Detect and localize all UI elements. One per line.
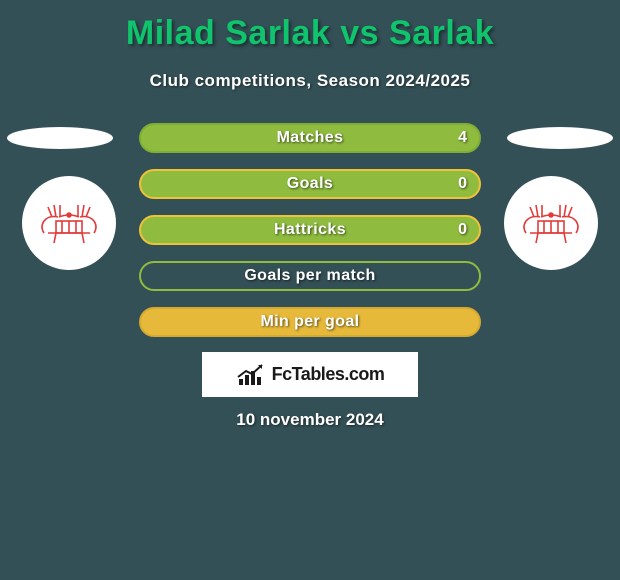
left-team-logo (22, 176, 116, 270)
date-text: 10 november 2024 (0, 410, 620, 430)
stat-label: Matches (277, 129, 344, 147)
stat-right-value: 0 (458, 221, 467, 239)
stat-row-goals-per-match: Goals per match (139, 261, 481, 291)
stat-right-value: 0 (458, 175, 467, 193)
chart-arrow-icon (236, 363, 266, 387)
team-crest-icon (34, 193, 104, 253)
branding-label: FcTables.com (272, 364, 385, 385)
branding-box[interactable]: FcTables.com (202, 352, 418, 397)
right-player-ellipse (507, 127, 613, 149)
left-player-ellipse (7, 127, 113, 149)
right-team-logo (504, 176, 598, 270)
stat-label: Goals (287, 175, 333, 193)
page-title: Milad Sarlak vs Sarlak (0, 0, 620, 53)
stat-row-matches: Matches 4 (139, 123, 481, 153)
subtitle: Club competitions, Season 2024/2025 (0, 71, 620, 91)
stat-row-hattricks: Hattricks 0 (139, 215, 481, 245)
stat-right-value: 4 (458, 129, 467, 147)
stat-label: Hattricks (274, 221, 346, 239)
stat-row-min-per-goal: Min per goal (139, 307, 481, 337)
stat-row-goals: Goals 0 (139, 169, 481, 199)
team-crest-icon (516, 193, 586, 253)
stats-panel: Matches 4 Goals 0 Hattricks 0 Goals per … (139, 123, 481, 353)
stat-label: Goals per match (244, 267, 375, 285)
stat-label: Min per goal (260, 313, 359, 331)
